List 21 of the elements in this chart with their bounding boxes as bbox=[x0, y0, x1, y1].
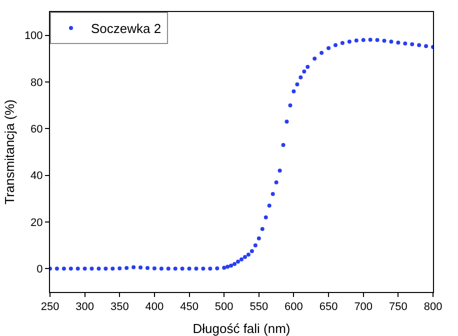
y-tick-label: 0 bbox=[36, 264, 43, 276]
x-tick-label: 600 bbox=[284, 301, 303, 314]
x-tick-label: 300 bbox=[76, 301, 94, 314]
x-tick-label: 750 bbox=[389, 301, 408, 314]
x-tick-label: 400 bbox=[145, 301, 164, 314]
x-tick-label: 500 bbox=[214, 301, 234, 314]
x-tick-label: 350 bbox=[110, 301, 129, 314]
x-tick-label: 450 bbox=[180, 301, 198, 314]
y-tick-label: 40 bbox=[30, 170, 43, 182]
x-tick-label: 250 bbox=[40, 301, 60, 314]
y-tick-label: 100 bbox=[24, 30, 43, 42]
y-tick-label: 80 bbox=[30, 76, 43, 89]
x-tick-label: 700 bbox=[354, 301, 373, 314]
x-tick-label: 650 bbox=[319, 301, 338, 314]
x-tick-label: 800 bbox=[424, 301, 442, 314]
y-tick-label: 60 bbox=[30, 124, 43, 136]
y-axis-title: Transmitancja (%) bbox=[2, 100, 17, 204]
x-axis-title: Długość fali (nm) bbox=[192, 321, 290, 336]
x-tick-label: 550 bbox=[250, 301, 268, 314]
y-tick-label: 20 bbox=[30, 216, 43, 229]
legend-label: Soczewka 2 bbox=[91, 21, 162, 36]
